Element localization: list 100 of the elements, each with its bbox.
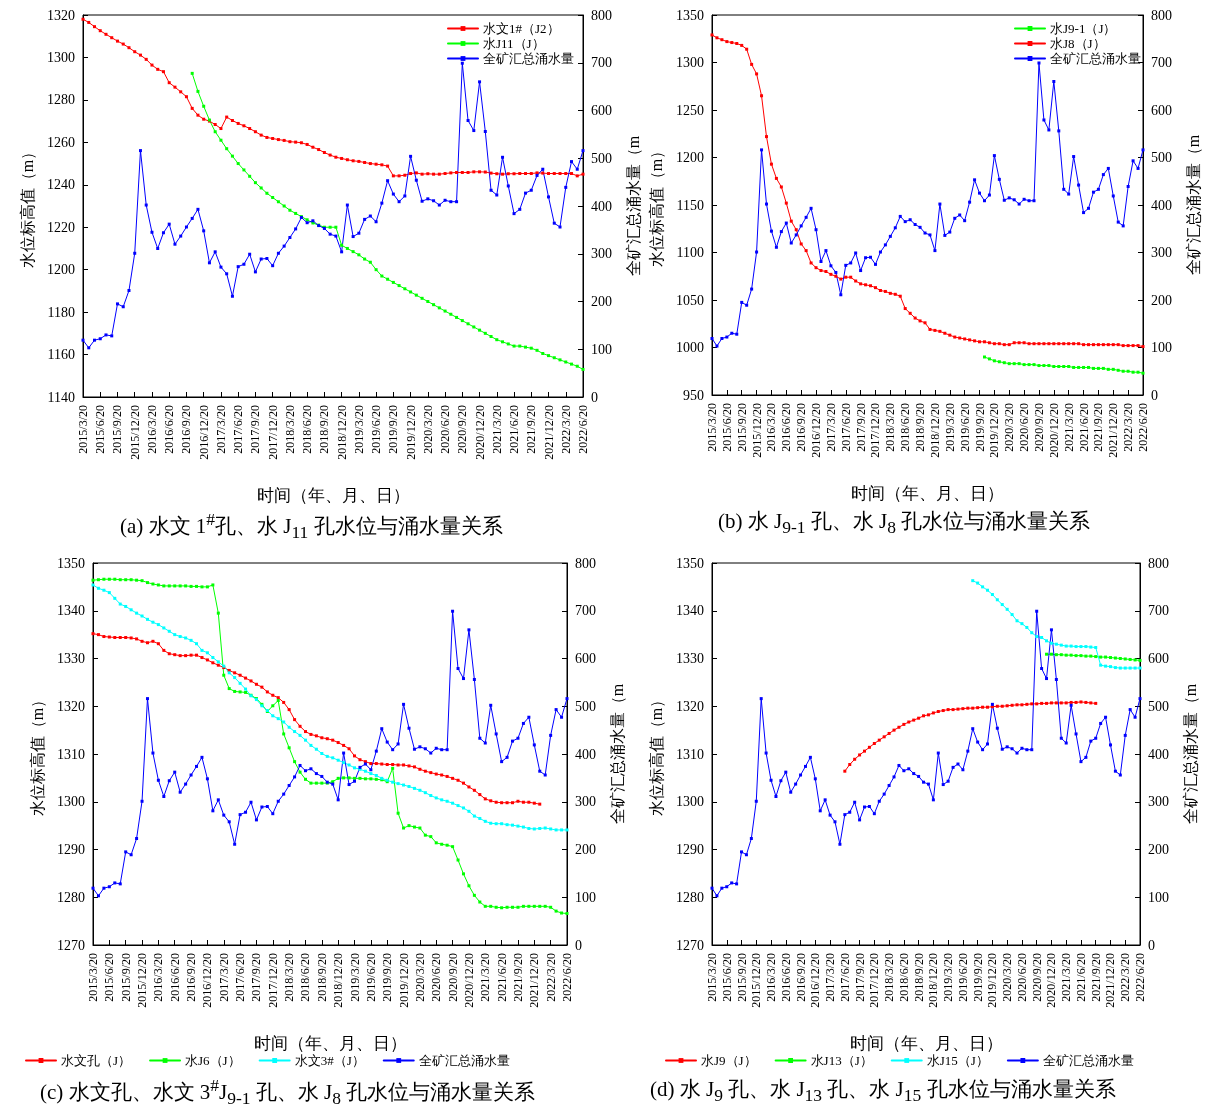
y-tick-label: 1300 xyxy=(47,49,75,65)
x-tick-label: 2015/3/20 xyxy=(76,405,90,454)
x-tick-label: 2017/12/20 xyxy=(265,953,280,1008)
point xyxy=(1084,654,1088,658)
point xyxy=(1064,644,1068,648)
x-tick-label: 2018/9/20 xyxy=(911,953,926,1002)
y-tick-label: 1280 xyxy=(676,889,704,905)
x-tick-label: 2015/3/20 xyxy=(86,953,100,1002)
x-tick-label: 2017/3/20 xyxy=(213,405,228,454)
y2-tick-label: 500 xyxy=(591,150,612,166)
point xyxy=(1089,645,1093,649)
point xyxy=(961,707,965,711)
x-axis-title: 时间（年、月、日） xyxy=(849,1034,1003,1053)
y2-tick-label: 500 xyxy=(575,698,596,714)
point xyxy=(1123,657,1127,661)
y2-tick-label: 500 xyxy=(1151,150,1172,165)
y2-tick-label: 200 xyxy=(1148,842,1169,857)
x-tick-label: 2015/6/20 xyxy=(719,953,734,1002)
x-tick-label: 2019/9/20 xyxy=(972,403,987,452)
x-tick-label: 2016/6/20 xyxy=(778,953,793,1002)
point xyxy=(1123,666,1127,670)
y2-tick-label: 600 xyxy=(591,103,612,118)
x-tick-label: 2020/3/20 xyxy=(1000,953,1015,1002)
legend-label: 水J6（J） xyxy=(185,1053,241,1068)
x-tick-label: 2015/12/20 xyxy=(749,953,764,1008)
point xyxy=(1069,644,1073,648)
y2-tick-label: 100 xyxy=(591,341,612,357)
x-tick-label: 2021/3/20 xyxy=(478,953,493,1002)
point xyxy=(995,704,999,708)
point xyxy=(1104,664,1108,668)
x-tick-label: 2021/12/20 xyxy=(527,953,542,1008)
point xyxy=(1064,701,1068,705)
point xyxy=(1084,700,1088,704)
legend-label: 全矿汇总涌水量 xyxy=(1042,1053,1134,1068)
x-tick-label: 2019/9/20 xyxy=(380,953,395,1002)
legend-label: 全矿汇总涌水量 xyxy=(418,1053,510,1068)
x-tick-label: 2022/3/20 xyxy=(1121,403,1136,452)
point xyxy=(912,718,916,722)
y2-tick-label: 800 xyxy=(1151,7,1172,23)
y-tick-label: 1320 xyxy=(57,698,85,714)
x-tick-label: 2019/3/20 xyxy=(941,953,956,1002)
text: (b) 水 J$_{9-1}$ 孔、水 J$_{8}$ 孔水位与涌水量关系 xyxy=(718,508,1091,539)
y-tick-label: 1290 xyxy=(57,842,85,857)
y-tick-label: 1310 xyxy=(57,746,85,762)
x-tick-label: 2016/6/20 xyxy=(162,405,177,454)
y2-tick-label: 700 xyxy=(1151,55,1172,70)
point xyxy=(985,705,989,709)
x-tick-label: 2020/9/20 xyxy=(1029,953,1044,1002)
x-tick-label: 2020/12/20 xyxy=(1046,403,1061,458)
y-tick-label: 1160 xyxy=(47,347,75,363)
point xyxy=(1133,658,1137,662)
point xyxy=(1040,635,1044,639)
x-tick-label: 2021/3/20 xyxy=(489,405,504,454)
y-tick-label: 1320 xyxy=(47,7,75,23)
x-tick-label: 2022/6/20 xyxy=(1133,953,1147,1002)
x-tick-label: 2020/9/20 xyxy=(455,405,470,454)
x-tick-label: 2021/12/20 xyxy=(1103,953,1118,1008)
y-tick-label: 1270 xyxy=(676,937,704,953)
y-tick-label: 1270 xyxy=(57,937,85,953)
x-tick-label: 2020/3/20 xyxy=(412,953,427,1002)
x-tick-label: 2021/6/20 xyxy=(494,953,509,1002)
y2-tick-label: 600 xyxy=(575,651,596,666)
x-axis-title: 时间（年、月、日） xyxy=(851,484,1004,503)
point xyxy=(1089,654,1093,658)
y-axis-title: 水位标高值（m） xyxy=(647,142,665,268)
y2-tick-label: 100 xyxy=(575,889,596,905)
x-tick-label: 2019/9/20 xyxy=(386,405,401,454)
y-tick-label: 1260 xyxy=(47,134,75,150)
legend-label: 水J9-1（J） xyxy=(1050,21,1117,36)
point xyxy=(1138,658,1142,662)
y-tick-label: 1300 xyxy=(57,794,85,810)
y-axis-title: 水位标高值（m） xyxy=(18,143,36,269)
x-tick-label: 2021/6/20 xyxy=(1073,953,1088,1002)
legend-label: 水J11（J） xyxy=(483,36,545,51)
y-tick-label: 1290 xyxy=(676,842,704,857)
legend-label: 水文孔（J） xyxy=(61,1053,132,1068)
x-tick-label: 2019/3/20 xyxy=(351,405,366,454)
point xyxy=(1069,653,1073,657)
point xyxy=(1059,643,1063,647)
x-tick-label: 2018/3/20 xyxy=(282,953,297,1002)
legend-label: 水文1#（J2） xyxy=(483,21,560,36)
y-tick-label: 1180 xyxy=(47,304,75,320)
x-tick-label: 2018/12/20 xyxy=(334,405,349,460)
y2-tick-label: 200 xyxy=(1151,292,1172,308)
y2-axis-title: 全矿汇总涌水量（m xyxy=(624,135,642,277)
point xyxy=(1005,607,1009,611)
x-tick-label: 2019/12/20 xyxy=(985,953,1000,1008)
x-tick-label: 2018/3/20 xyxy=(883,403,898,452)
point xyxy=(858,753,862,757)
point xyxy=(966,706,970,710)
x-tick-label: 2017/6/20 xyxy=(838,403,853,452)
point xyxy=(887,731,891,735)
x-tick-label: 2020/6/20 xyxy=(438,405,453,454)
y-tick-label: 1330 xyxy=(676,651,704,666)
x-tick-label: 2019/6/20 xyxy=(955,953,970,1002)
x-tick-label: 2020/3/20 xyxy=(1002,403,1017,452)
x-tick-label: 2019/3/20 xyxy=(942,403,957,452)
point xyxy=(1089,701,1093,705)
x-tick-label: 2015/9/20 xyxy=(118,953,133,1002)
x-axis-title: 时间（年、月、日） xyxy=(256,486,410,505)
